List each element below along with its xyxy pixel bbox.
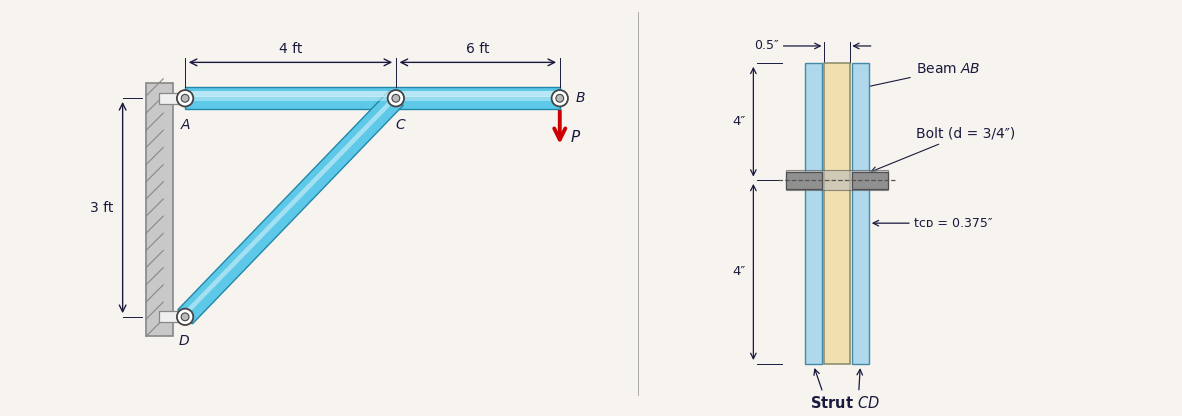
Bar (852, 172, 888, 189)
Circle shape (177, 309, 194, 325)
Circle shape (181, 313, 189, 321)
Text: C: C (396, 118, 405, 132)
Bar (786, 172, 821, 189)
Circle shape (181, 94, 189, 102)
Text: 3 ft: 3 ft (90, 201, 113, 215)
Text: A: A (181, 118, 190, 132)
Text: 4″: 4″ (732, 265, 746, 278)
Bar (189, 96, 556, 101)
Bar (852, 63, 869, 364)
Polygon shape (182, 96, 397, 317)
Bar (786, 170, 888, 191)
Circle shape (388, 90, 404, 106)
Bar (824, 63, 850, 364)
Bar (186, 87, 560, 109)
Text: 6 ft: 6 ft (466, 42, 489, 56)
Bar (160, 311, 178, 322)
Bar (147, 83, 174, 337)
Text: D: D (178, 334, 189, 348)
Bar (805, 63, 821, 364)
Text: 4″: 4″ (732, 115, 746, 128)
Text: tᴄᴅ = 0.375″: tᴄᴅ = 0.375″ (914, 217, 993, 230)
Circle shape (392, 94, 400, 102)
Text: 0.5″: 0.5″ (754, 40, 778, 52)
Text: Strut $CD$: Strut $CD$ (810, 395, 879, 411)
Text: 4 ft: 4 ft (279, 42, 303, 56)
Circle shape (552, 90, 569, 106)
Text: P: P (571, 130, 580, 145)
Bar (160, 93, 178, 104)
Polygon shape (177, 91, 403, 324)
Bar (189, 91, 556, 97)
Circle shape (177, 90, 194, 106)
Circle shape (556, 94, 564, 102)
Text: B: B (576, 91, 585, 105)
Text: Beam $AB$: Beam $AB$ (855, 62, 980, 91)
Text: Bolt (d = 3/4″): Bolt (d = 3/4″) (871, 126, 1015, 172)
